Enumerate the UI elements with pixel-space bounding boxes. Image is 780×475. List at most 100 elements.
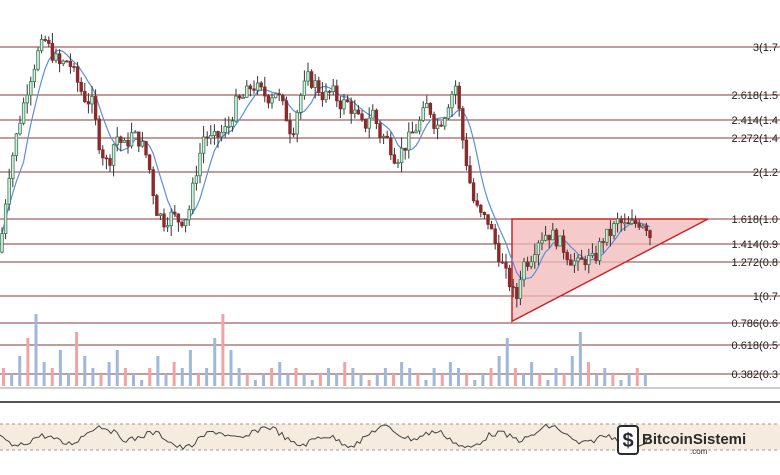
candle-body: [245, 85, 249, 98]
volume-bar: [245, 374, 249, 386]
candle-body: [432, 114, 436, 129]
candle-body: [425, 103, 429, 109]
fib-label-8: 1(0.7: [753, 291, 778, 303]
volume-bar: [42, 362, 46, 386]
candle-body: [399, 147, 404, 163]
candle-body: [0, 233, 4, 253]
candle-body: [594, 252, 598, 261]
candle-body: [493, 228, 497, 244]
volume-bar: [107, 362, 111, 386]
candle-body: [579, 257, 584, 260]
candle-body: [522, 261, 526, 281]
volume-bars: [0, 314, 780, 389]
candle-body: [83, 91, 87, 103]
candle-body: [29, 81, 33, 96]
bitcoinsistemi-logo: $ BitcoinSistemi .com: [617, 425, 746, 456]
candle-body: [158, 213, 163, 216]
volume-bar: [318, 374, 322, 386]
candle-body: [623, 222, 627, 225]
volume-bar: [180, 368, 184, 386]
candle-body: [133, 131, 137, 134]
candle-body: [151, 169, 155, 197]
oscillator-pane: [0, 401, 780, 451]
candle-body: [489, 223, 494, 230]
candle-body: [126, 140, 130, 147]
candle-body: [371, 109, 375, 119]
candle-body: [270, 97, 274, 104]
candle-body: [511, 286, 515, 289]
candle-body: [551, 229, 555, 241]
volume-bar: [538, 374, 542, 386]
volume-bar: [351, 368, 355, 386]
candle-body: [381, 135, 386, 138]
candle-body: [36, 50, 40, 70]
candle-body: [457, 85, 461, 109]
candle-body: [104, 157, 109, 160]
candle-body: [421, 107, 425, 121]
candle-body: [313, 80, 317, 88]
volume-bar: [473, 380, 477, 386]
volume-bar: [148, 368, 152, 386]
candle-body: [471, 182, 476, 202]
volume-bar: [91, 368, 95, 386]
bitcoin-logo-icon: $: [617, 425, 639, 455]
candle-body: [497, 242, 501, 263]
candle-body: [507, 267, 512, 288]
volume-bar: [530, 362, 534, 386]
candle-body: [414, 130, 418, 134]
volume-bar: [278, 362, 282, 386]
candle-body: [468, 165, 472, 184]
volume-bar: [554, 368, 558, 386]
volume-bar: [627, 374, 631, 386]
volume-bar: [562, 374, 566, 386]
candle-body: [500, 261, 505, 264]
candle-body: [461, 108, 465, 141]
candle-body: [356, 109, 361, 115]
candle-body: [263, 86, 267, 97]
volume-bar: [408, 368, 412, 386]
candle-body: [309, 71, 314, 88]
volume-bar: [635, 368, 639, 386]
volume-bar: [611, 374, 615, 386]
volume-bar: [294, 368, 298, 386]
candle-body: [302, 80, 307, 96]
candle-body: [367, 117, 371, 129]
candle-body: [443, 117, 447, 127]
candle-body: [165, 225, 170, 228]
volume-bar: [75, 332, 79, 386]
volume-bar: [383, 368, 387, 386]
candle-body: [536, 242, 541, 255]
candle-body: [518, 279, 523, 299]
volume-bar: [343, 362, 347, 386]
volume-bar: [286, 374, 290, 386]
volume-bar: [587, 362, 590, 386]
volume-bar: [505, 338, 509, 386]
candle-body: [619, 218, 623, 224]
candle-body: [331, 85, 335, 92]
candle-body: [615, 218, 620, 224]
candle-body: [147, 154, 152, 171]
candlesticks: [0, 32, 652, 308]
candle-body: [486, 214, 490, 225]
volume-bar: [99, 374, 103, 386]
candle-body: [335, 85, 339, 102]
candle-body: [43, 39, 47, 41]
volume-bar: [2, 368, 5, 386]
volume-bar: [18, 356, 22, 386]
candle-body: [97, 118, 101, 151]
candle-body: [129, 132, 134, 147]
candle-body: [464, 139, 469, 167]
fib-label-9: 0.786(0.6: [732, 318, 778, 330]
candle-body: [317, 80, 321, 93]
logo-sub: .com: [690, 447, 708, 456]
candle-body: [144, 141, 148, 156]
candle-body: [209, 135, 213, 139]
volume-bar: [213, 338, 217, 386]
fib-label-10: 0.618(0.5: [732, 340, 778, 352]
volume-bar: [205, 368, 209, 386]
volume-bar: [522, 374, 525, 386]
volume-bar: [221, 314, 225, 386]
volume-bar: [481, 374, 485, 386]
candle-body: [57, 53, 62, 65]
